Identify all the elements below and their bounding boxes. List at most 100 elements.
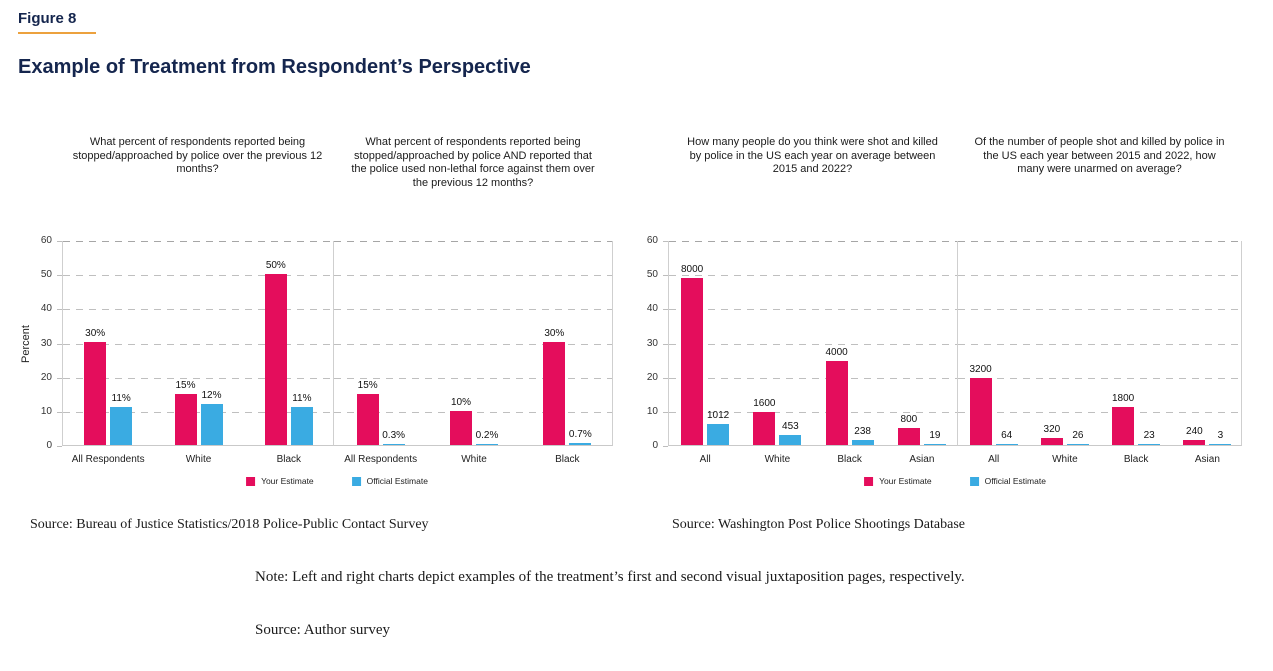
y-tick-mark [57, 411, 62, 413]
gridline [958, 309, 1241, 311]
gridline [669, 275, 957, 277]
gridline [63, 411, 333, 413]
bar-value-label: 0.7% [568, 429, 592, 440]
y-tick-mark [663, 446, 668, 447]
bar-official-estimate [200, 404, 223, 445]
bar-value-label: 12% [201, 390, 222, 401]
y-tick-label: 30 [646, 337, 658, 349]
official-estimate-swatch [351, 476, 361, 486]
gridline [958, 377, 1241, 379]
legend-item-label: Official Estimate [366, 476, 428, 486]
category-label: White [461, 454, 487, 465]
chart-panel: 30% 11% All Respondents 15% 12% White 50% 11% Bl… [62, 241, 333, 465]
y-tick-label: 30 [40, 337, 52, 349]
bar-value-label: 1800 [1112, 393, 1135, 404]
gridline [958, 343, 1241, 345]
bar-your-estimate [174, 394, 197, 445]
y-tick-label: 40 [40, 303, 52, 315]
y-tick-label: 50 [646, 269, 658, 281]
y-tick-mark [663, 309, 668, 311]
y-tick-mark [57, 241, 62, 242]
category-label: Black [1123, 454, 1149, 465]
bar-your-estimate [84, 342, 107, 445]
bar-your-estimate [753, 412, 776, 445]
figure-title: Example of Treatment from Respondent’s P… [18, 56, 531, 78]
bar-value-label: 23 [1143, 430, 1155, 441]
y-tick-label: 0 [46, 440, 52, 451]
bar-value-label: 1600 [753, 398, 776, 409]
chart-panel: 3200 64 All 320 26 White 1800 23 Black 240 3 Asian [957, 241, 1242, 465]
gridline [669, 343, 957, 345]
y-tick-label: 20 [40, 371, 52, 383]
bar-official-estimate [779, 435, 802, 445]
bar-official-estimate [569, 443, 592, 445]
category-label: Black [555, 454, 580, 465]
bar-official-estimate [1066, 444, 1089, 445]
gridline [669, 411, 957, 413]
chart-source: Source: Bureau of Justice Statistics/201… [30, 517, 429, 532]
bar-value-label: 15% [357, 380, 378, 391]
figure-label-underline [18, 32, 96, 34]
gridline [63, 241, 333, 242]
gridline [669, 377, 957, 379]
category-label: All Respondents [344, 454, 418, 465]
legend-item-label: Official Estimate [984, 476, 1046, 486]
bar-official-estimate [1138, 444, 1161, 445]
category-label: White [185, 454, 212, 465]
bar-official-estimate [923, 444, 946, 445]
y-tick-mark [663, 275, 668, 277]
bar-value-label: 26 [1072, 430, 1084, 441]
chart-source: Source: Washington Post Police Shootings… [672, 517, 965, 532]
bar-value-label: 320 [1043, 424, 1061, 435]
gridline [334, 241, 612, 242]
gridline [334, 411, 612, 413]
bar-value-label: 11% [292, 393, 312, 404]
bar-value-label: 50% [265, 260, 286, 271]
bar-official-estimate [476, 444, 498, 445]
chart-legend: Your Estimate Official Estimate [864, 476, 1046, 486]
y-tick-label: 40 [646, 303, 658, 315]
bar-value-label: 238 [854, 426, 871, 437]
chart-panel: 8000 1012 All 1600 453 White 4000 238 Black 800 19… [668, 241, 957, 465]
bar-value-label: 3 [1217, 430, 1224, 441]
gridline [669, 309, 957, 311]
bar-your-estimate [969, 378, 992, 445]
y-tick-mark [663, 241, 668, 242]
bar-value-label: 10% [450, 397, 471, 408]
bar-value-label: 30% [85, 328, 106, 339]
bar-official-estimate [1209, 444, 1232, 445]
bar-your-estimate [450, 411, 472, 445]
legend-item-label: Your Estimate [879, 476, 932, 486]
bar-value-label: 3200 [969, 364, 992, 375]
y-tick-label: 0 [652, 440, 658, 451]
bar-official-estimate [382, 444, 405, 445]
gridline [63, 377, 333, 379]
gridline [63, 275, 333, 277]
category-label: Asian [1194, 454, 1220, 465]
gridline [334, 343, 612, 345]
y-tick-mark [57, 309, 62, 311]
gridline [63, 309, 333, 311]
bar-your-estimate [356, 394, 379, 445]
category-label: All [699, 454, 711, 465]
bar-your-estimate [897, 428, 920, 445]
legend-item: Official Estimate [351, 476, 428, 486]
legend-item-label: Your Estimate [261, 476, 314, 486]
panel-question: How many people do you think were shot a… [687, 136, 938, 175]
bar-value-label: 64 [1001, 430, 1013, 441]
panel-question: What percent of respondents reported bei… [72, 136, 323, 175]
note-text: Note: Left and right charts depict examp… [255, 569, 965, 585]
legend-item: Your Estimate [246, 476, 314, 486]
chart-legend: Your Estimate Official Estimate [246, 476, 428, 486]
bar-your-estimate [1183, 440, 1206, 445]
bar-value-label: 800 [900, 414, 918, 425]
category-label: Black [276, 454, 302, 465]
y-tick-mark [57, 275, 62, 277]
bar-value-label: 4000 [825, 347, 848, 358]
your-estimate-swatch [864, 476, 874, 486]
bar-value-label: 1012 [707, 410, 730, 421]
bar-your-estimate [681, 278, 704, 445]
bar-your-estimate [1112, 407, 1135, 445]
y-tick-label: 60 [646, 235, 658, 246]
